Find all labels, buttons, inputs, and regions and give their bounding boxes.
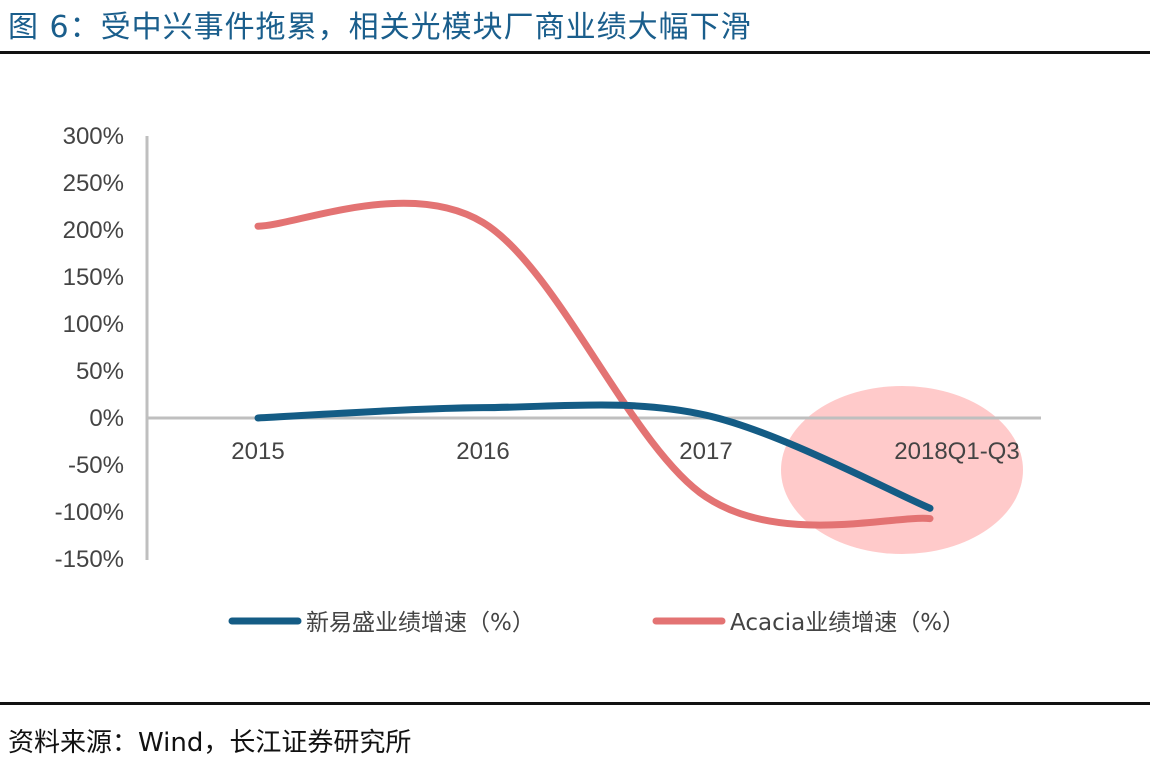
x-tick-label: 2018Q1-Q3 <box>894 438 1019 465</box>
x-tick-label: 2015 <box>231 438 284 465</box>
y-tick-label: 50% <box>76 358 124 385</box>
x-tick-label: 2017 <box>679 438 732 465</box>
highlight-ellipse <box>781 386 1023 554</box>
y-tick-label: -50% <box>68 452 124 479</box>
y-tick-label: 100% <box>63 311 124 338</box>
y-tick-label: 0% <box>89 405 124 432</box>
source-note: 资料来源：Wind，长江证券研究所 <box>8 728 412 758</box>
top-rule <box>0 51 1150 54</box>
legend-label-1: Acacia业绩增速（%） <box>730 610 965 636</box>
legend-label-0: 新易盛业绩增速（%） <box>306 610 535 636</box>
figure-title: 图 6：受中兴事件拖累，相关光模块厂商业绩大幅下滑 <box>8 10 752 45</box>
x-tick-label: 2016 <box>456 438 509 465</box>
series-line-1 <box>254 199 934 529</box>
y-tick-label: -150% <box>55 546 124 573</box>
y-tick-label: -100% <box>55 499 124 526</box>
bottom-rule <box>0 702 1150 705</box>
y-tick-label: 150% <box>63 264 124 291</box>
y-tick-label: 200% <box>63 217 124 244</box>
y-tick-label: 250% <box>63 170 124 197</box>
y-tick-label: 300% <box>63 123 124 150</box>
series-line-0 <box>254 401 934 512</box>
